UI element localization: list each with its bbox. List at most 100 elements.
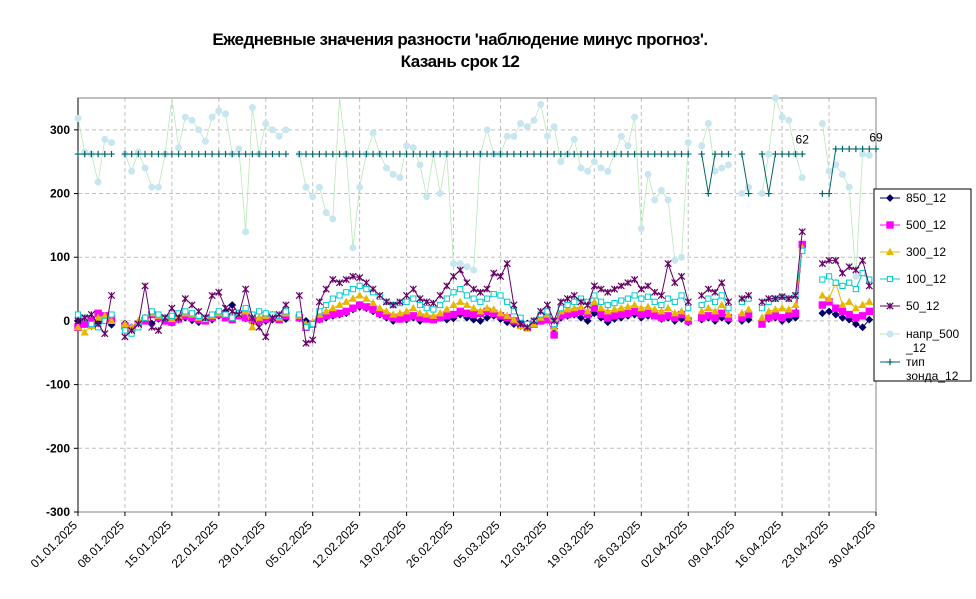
data-point bbox=[584, 150, 591, 158]
data-point bbox=[188, 150, 196, 158]
data-point bbox=[597, 150, 605, 158]
data-point bbox=[383, 150, 390, 158]
legend-marker bbox=[885, 247, 895, 256]
data-point bbox=[865, 282, 873, 290]
data-point bbox=[671, 298, 678, 305]
data-point bbox=[530, 116, 538, 124]
data-point bbox=[128, 326, 136, 335]
data-point bbox=[590, 297, 599, 305]
data-point bbox=[745, 183, 753, 191]
data-point bbox=[215, 308, 222, 315]
data-point bbox=[865, 315, 874, 324]
data-point bbox=[845, 183, 853, 191]
data-point bbox=[262, 310, 269, 317]
data-point bbox=[791, 291, 800, 300]
chart-subtitle: Казань срок 12 bbox=[400, 52, 520, 71]
data-point bbox=[449, 300, 458, 309]
data-point bbox=[832, 279, 839, 286]
data-point bbox=[449, 310, 458, 319]
data-point bbox=[382, 307, 391, 315]
data-point bbox=[852, 314, 860, 322]
x-tick-label: 12.02.2025 bbox=[309, 518, 362, 571]
data-point bbox=[362, 279, 370, 287]
data-point bbox=[778, 303, 787, 312]
data-point bbox=[490, 291, 497, 298]
data-point bbox=[617, 132, 625, 140]
data-point bbox=[168, 304, 176, 312]
data-point bbox=[819, 276, 826, 283]
data-point bbox=[349, 285, 357, 293]
annotation-label: 62 bbox=[796, 132, 810, 146]
data-point bbox=[356, 150, 363, 158]
data-point bbox=[711, 150, 719, 158]
data-point bbox=[483, 150, 491, 158]
data-point bbox=[838, 269, 847, 277]
data-point bbox=[651, 150, 658, 158]
data-point bbox=[128, 150, 135, 158]
data-point bbox=[396, 315, 404, 323]
data-point bbox=[396, 150, 404, 158]
data-point bbox=[302, 183, 310, 191]
data-point bbox=[329, 295, 336, 302]
plot-area bbox=[77, 97, 877, 513]
data-point bbox=[195, 307, 203, 315]
data-point bbox=[577, 298, 585, 306]
series-group bbox=[73, 94, 880, 347]
data-point bbox=[865, 307, 873, 316]
data-point bbox=[604, 167, 612, 175]
data-point bbox=[436, 291, 444, 300]
data-point bbox=[423, 298, 431, 306]
data-point bbox=[597, 285, 605, 293]
data-point bbox=[738, 150, 746, 158]
data-point bbox=[698, 150, 705, 158]
data-point bbox=[665, 295, 672, 302]
data-point bbox=[463, 292, 471, 299]
data-point bbox=[402, 314, 411, 322]
data-point bbox=[369, 305, 377, 314]
data-point bbox=[617, 150, 625, 158]
data-point bbox=[430, 150, 437, 158]
data-point bbox=[591, 292, 598, 299]
data-point bbox=[504, 298, 511, 305]
data-point bbox=[73, 323, 83, 331]
data-point bbox=[685, 150, 692, 158]
data-point bbox=[711, 307, 720, 315]
legend-item-тип-зонда_12: тип зонда_12 bbox=[880, 355, 959, 383]
data-point bbox=[141, 282, 149, 290]
data-point bbox=[490, 150, 497, 158]
data-point bbox=[832, 304, 840, 312]
data-point bbox=[831, 310, 840, 319]
data-point bbox=[785, 116, 793, 124]
data-point bbox=[859, 270, 866, 277]
data-point bbox=[571, 150, 578, 158]
data-point bbox=[664, 196, 672, 204]
data-point bbox=[349, 244, 357, 252]
data-point bbox=[610, 312, 619, 320]
data-point bbox=[469, 310, 478, 319]
data-point bbox=[617, 310, 625, 319]
data-point bbox=[268, 126, 276, 134]
data-point bbox=[644, 282, 652, 290]
data-point bbox=[825, 190, 833, 197]
data-point bbox=[845, 310, 853, 319]
data-point bbox=[403, 150, 410, 158]
data-point bbox=[624, 279, 632, 287]
data-point bbox=[470, 295, 477, 302]
data-point bbox=[544, 150, 551, 158]
data-point bbox=[745, 190, 752, 197]
data-point bbox=[101, 135, 109, 143]
data-point bbox=[664, 303, 673, 312]
legend-item-50_12: 50_12 bbox=[880, 299, 940, 313]
x-tick-label: 26.03.2025 bbox=[591, 518, 644, 571]
data-point bbox=[94, 178, 102, 186]
data-point bbox=[698, 301, 705, 309]
data-point bbox=[771, 94, 779, 102]
data-point bbox=[684, 298, 692, 306]
data-point bbox=[248, 104, 256, 112]
annotations: 62 69 bbox=[796, 130, 883, 146]
data-point bbox=[121, 150, 129, 158]
data-point bbox=[724, 298, 733, 306]
data-point bbox=[328, 303, 337, 312]
data-point bbox=[771, 312, 780, 320]
data-point bbox=[685, 305, 692, 312]
